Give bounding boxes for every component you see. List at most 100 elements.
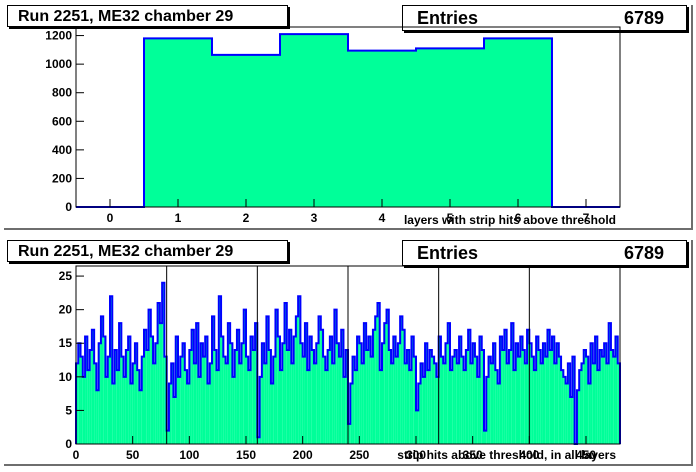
histogram-bar — [357, 336, 360, 444]
histogram-bar — [393, 336, 396, 444]
histogram-bar — [597, 370, 600, 444]
y-tick-label: 1200 — [45, 29, 72, 43]
histogram-bar — [268, 349, 271, 444]
histogram-bar — [225, 363, 228, 444]
histogram-bar — [422, 376, 426, 444]
histogram-bar — [178, 376, 181, 444]
histogram-bar — [524, 363, 528, 444]
histogram-bar — [85, 336, 88, 444]
histogram-bar — [384, 323, 387, 444]
histogram-bar — [372, 329, 376, 444]
histogram-bar — [119, 323, 122, 444]
histogram-bar — [576, 390, 580, 444]
histogram-bar — [484, 38, 552, 207]
histogram-bar — [436, 376, 439, 444]
histogram-bar — [112, 383, 115, 444]
histogram-bar — [502, 349, 505, 444]
histogram-bar — [144, 329, 147, 444]
y-tick-label: 10 — [59, 370, 73, 384]
histogram-bar — [239, 363, 242, 444]
histogram-bar — [536, 336, 539, 444]
histogram-bar — [325, 370, 328, 444]
y-tick-label: 800 — [52, 86, 72, 100]
histogram-bar — [286, 349, 290, 444]
histogram-bar — [366, 349, 369, 444]
histogram-title: Run 2251, ME32 chamber 29 — [7, 240, 288, 262]
histogram-bar — [205, 336, 208, 444]
histogram-bar — [336, 343, 339, 444]
histogram-bar — [207, 383, 210, 444]
histogram-bar — [98, 343, 101, 444]
histogram-bar — [311, 349, 314, 444]
histogram-bar — [425, 343, 428, 444]
histogram-pad-strips: Run 2251, ME32 chamber 29 Entries 6789 0… — [4, 240, 693, 466]
x-tick-label: 50 — [126, 448, 140, 462]
histogram-bar — [409, 370, 412, 444]
histogram-bar — [488, 356, 491, 444]
histogram-bar — [379, 370, 382, 444]
histogram-bar — [153, 363, 156, 444]
histogram-bar — [549, 349, 552, 444]
stats-entries-value: 6789 — [623, 243, 664, 263]
histogram-bar — [595, 336, 598, 444]
histogram-bar — [193, 363, 197, 444]
histogram-bar — [542, 343, 546, 444]
histogram-bar — [343, 376, 346, 444]
histogram-bar — [191, 329, 194, 444]
histogram-bar — [504, 329, 507, 444]
stats-box: Entries 6789 — [402, 240, 687, 266]
stats-entries-value: 6789 — [623, 8, 664, 28]
x-tick-label: 400 — [519, 448, 539, 462]
histogram-bar — [94, 363, 97, 444]
plot-frame — [75, 26, 621, 208]
histogram-bar — [361, 363, 364, 444]
y-tick-label: 200 — [52, 171, 72, 185]
histogram-bar — [171, 363, 174, 444]
histogram-bar — [456, 363, 460, 444]
histogram-bar — [402, 329, 405, 444]
histogram-bar — [511, 323, 514, 444]
x-axis-title: layers with strip hits above threshold — [404, 213, 616, 227]
histogram-bar — [447, 323, 450, 444]
histogram-bar — [236, 329, 240, 444]
histogram-bar — [599, 349, 602, 444]
histogram-bar — [531, 356, 534, 444]
histogram-bar — [486, 376, 489, 444]
histogram-bar — [264, 363, 267, 444]
histogram-bar — [214, 349, 217, 444]
histogram-bar — [295, 316, 299, 444]
histogram-bar — [332, 363, 335, 444]
x-axis-title: strip hits above threshold, in all layer… — [397, 448, 616, 462]
histogram-bar — [266, 316, 269, 444]
histogram-bar — [459, 336, 462, 444]
x-tick-label: 350 — [463, 448, 483, 462]
histogram-bar — [200, 343, 203, 444]
histogram-bar — [391, 363, 394, 444]
histogram-bar — [368, 336, 371, 444]
x-tick-label: 100 — [179, 448, 199, 462]
histogram-bar — [452, 356, 455, 444]
histogram-bar — [590, 343, 593, 444]
histogram-bar — [520, 336, 523, 444]
histogram-bar — [248, 370, 251, 444]
y-tick-label: 15 — [59, 336, 73, 350]
histogram-bar — [284, 302, 287, 444]
histogram-bar — [382, 343, 385, 444]
histogram-bar — [345, 349, 348, 444]
histogram-bar — [146, 349, 149, 444]
histogram-bar — [518, 356, 521, 444]
histogram-bar — [209, 363, 212, 444]
x-tick-label: 6 — [515, 211, 522, 225]
histogram-bar — [592, 363, 596, 444]
x-tick-label: 0 — [73, 448, 80, 462]
histogram-bar — [445, 343, 448, 444]
histogram-bar — [416, 410, 419, 444]
histogram-bar — [552, 336, 555, 444]
histogram-bar — [105, 376, 108, 444]
histogram-bar — [545, 356, 548, 444]
histogram-bar — [556, 343, 559, 444]
histogram-bar — [148, 309, 151, 444]
histogram-bar — [114, 349, 117, 444]
histogram-bar — [275, 309, 278, 444]
